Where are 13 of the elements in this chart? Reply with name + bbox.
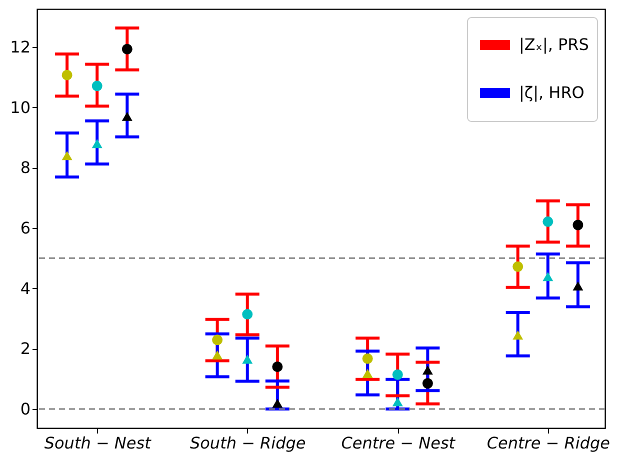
y-tick-label: 12 — [10, 38, 30, 57]
y-tick-label: 8 — [20, 158, 30, 178]
x-tick-label: Centre − Ridge — [486, 434, 610, 452]
y-tick-label: 10 — [10, 98, 30, 117]
text: |ζ|, HRO — [519, 83, 584, 102]
x-tick-label: South − Ridge — [190, 434, 306, 452]
y-tick-label: 6 — [20, 218, 30, 238]
y-tick-label: 0 — [20, 399, 30, 418]
x-tick-label: South − Nest — [44, 434, 152, 452]
y-tick-label: 4 — [20, 278, 30, 298]
y-tick-label: 2 — [20, 339, 30, 358]
x-tick-label: Centre − Nest — [341, 434, 456, 452]
text: |Zₓ|, PRS — [519, 35, 589, 54]
